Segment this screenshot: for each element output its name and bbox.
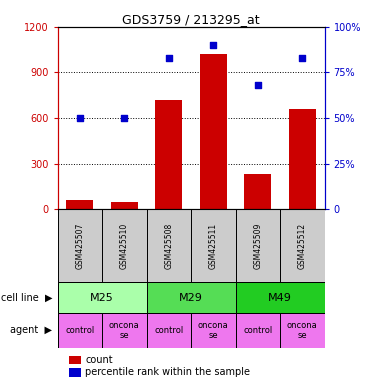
Text: GSM425508: GSM425508 — [164, 223, 173, 269]
Bar — [147, 209, 191, 282]
Bar — [200, 54, 227, 209]
Text: GSM425512: GSM425512 — [298, 223, 307, 269]
Bar — [58, 313, 102, 348]
Text: count: count — [85, 355, 113, 365]
Bar — [147, 282, 236, 313]
Point — [255, 82, 261, 88]
Text: GSM425511: GSM425511 — [209, 223, 218, 269]
Point — [166, 55, 172, 61]
Text: control: control — [65, 326, 94, 335]
Text: oncona
se: oncona se — [287, 321, 318, 340]
Text: cell line  ▶: cell line ▶ — [1, 293, 52, 303]
Bar — [102, 209, 147, 282]
Bar — [280, 209, 325, 282]
Text: control: control — [243, 326, 272, 335]
Text: M49: M49 — [268, 293, 292, 303]
Bar — [111, 202, 138, 209]
Text: oncona
se: oncona se — [109, 321, 139, 340]
Text: M25: M25 — [90, 293, 114, 303]
Bar — [147, 313, 191, 348]
Bar — [191, 313, 236, 348]
Point — [210, 42, 216, 48]
Bar — [102, 313, 147, 348]
Text: M29: M29 — [179, 293, 203, 303]
Text: GSM425507: GSM425507 — [75, 223, 84, 269]
Bar — [58, 282, 147, 313]
Bar — [244, 174, 271, 209]
Bar — [280, 313, 325, 348]
Text: GSM425510: GSM425510 — [120, 223, 129, 269]
Text: percentile rank within the sample: percentile rank within the sample — [85, 367, 250, 377]
Bar — [58, 209, 102, 282]
Bar — [155, 100, 182, 209]
Text: control: control — [154, 326, 183, 335]
Bar — [191, 209, 236, 282]
Text: oncona
se: oncona se — [198, 321, 229, 340]
Point — [77, 115, 83, 121]
Text: agent  ▶: agent ▶ — [10, 325, 52, 335]
Point — [121, 115, 127, 121]
Bar — [236, 209, 280, 282]
Bar — [66, 200, 93, 209]
Text: GSM425509: GSM425509 — [253, 223, 262, 269]
Title: GDS3759 / 213295_at: GDS3759 / 213295_at — [122, 13, 260, 26]
Point — [299, 55, 305, 61]
Bar — [236, 313, 280, 348]
Bar — [236, 282, 325, 313]
Bar — [289, 109, 316, 209]
